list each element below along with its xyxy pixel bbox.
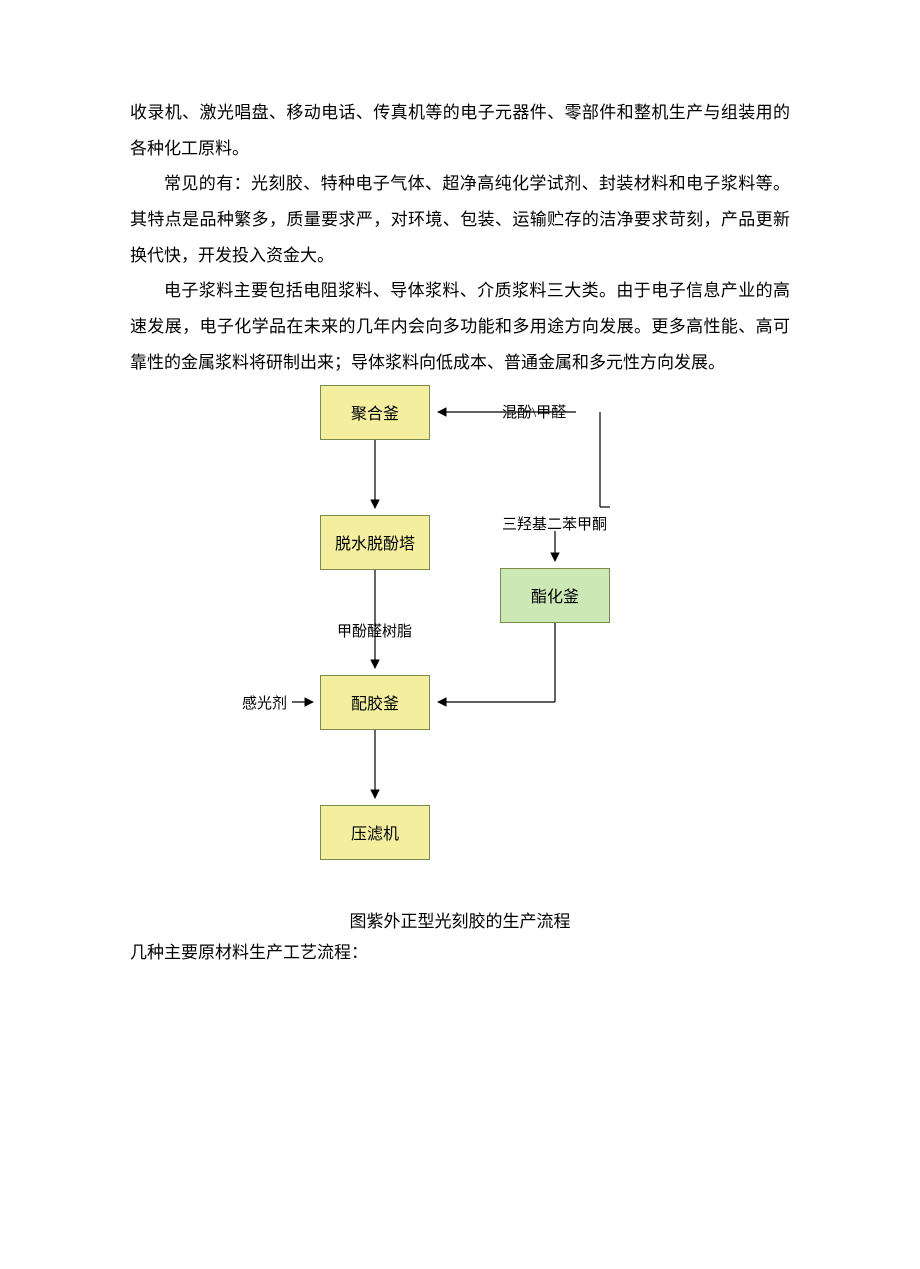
- flow-node-dehydration-tower: 脱水脱酚塔: [320, 515, 430, 570]
- flow-node-label: 脱水脱酚塔: [335, 530, 415, 554]
- flow-node-label: 压滤机: [351, 820, 399, 844]
- flow-node-mixing-kettle: 配胶釜: [320, 675, 430, 730]
- flow-label-input-phenol-formaldehyde: 混酚\甲醛: [502, 401, 566, 422]
- flow-label-input-trihydroxybenzophenone: 三羟基二苯甲酮: [502, 513, 607, 534]
- flow-node-filter-press: 压滤机: [320, 805, 430, 860]
- flow-node-polymerization-kettle: 聚合釜: [320, 385, 430, 440]
- document-page: 收录机、激光唱盘、移动电话、传真机等的电子元器件、零部件和整机生产与组装用的各种…: [0, 0, 920, 1269]
- flow-node-esterification-kettle: 酯化釜: [500, 568, 610, 623]
- flow-node-label: 聚合釜: [351, 400, 399, 424]
- flowchart-edges: [220, 385, 700, 895]
- flow-label-photosensitizer: 感光剂: [242, 692, 287, 713]
- paragraph-2: 常见的有：光刻胶、特种电子气体、超净高纯化学试剂、封装材料和电子浆料等。其特点是…: [130, 166, 790, 273]
- figure-caption: 图紫外正型光刻胶的生产流程: [130, 907, 790, 932]
- flow-node-label: 配胶釜: [351, 690, 399, 714]
- section-subheading: 几种主要原材料生产工艺流程：: [130, 938, 790, 963]
- paragraph-1: 收录机、激光唱盘、移动电话、传真机等的电子元器件、零部件和整机生产与组装用的各种…: [130, 95, 790, 166]
- paragraph-3: 电子浆料主要包括电阻浆料、导体浆料、介质浆料三大类。由于电子信息产业的高速发展，…: [130, 273, 790, 380]
- flowchart: 聚合釜 脱水脱酚塔 配胶釜 压滤机 酯化釜 混酚\甲醛 三羟基二苯甲酮 甲酚醛树…: [220, 385, 700, 895]
- flow-node-label: 酯化釜: [531, 583, 579, 607]
- flow-label-cresol-resin: 甲酚醛树脂: [337, 620, 412, 641]
- flowchart-container: 聚合釜 脱水脱酚塔 配胶釜 压滤机 酯化釜 混酚\甲醛 三羟基二苯甲酮 甲酚醛树…: [130, 385, 790, 895]
